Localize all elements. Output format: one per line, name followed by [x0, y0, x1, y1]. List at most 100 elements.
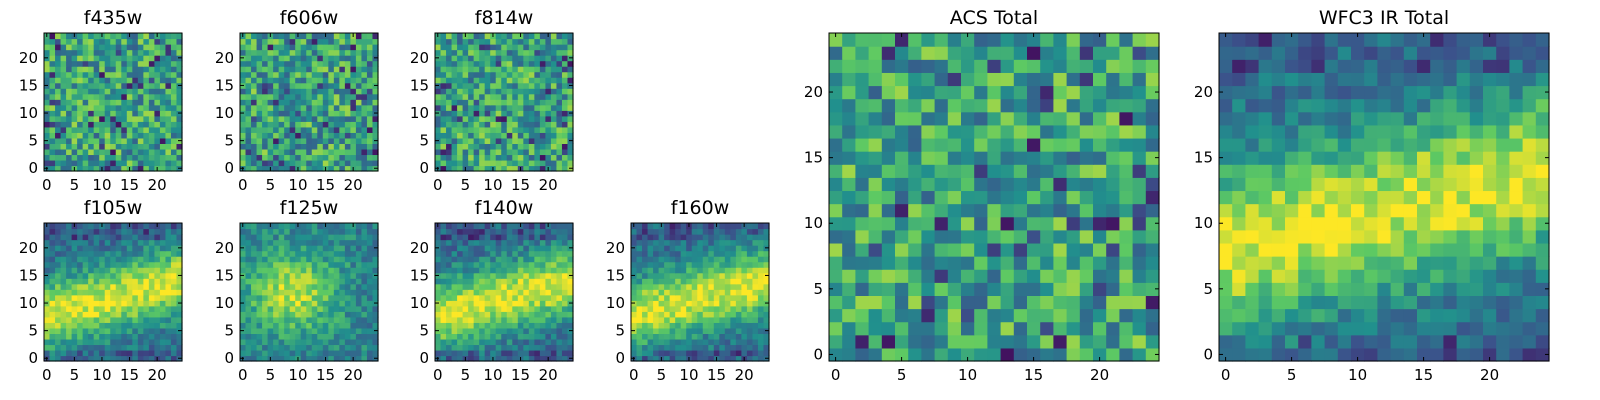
heatmap-cell: [631, 349, 638, 357]
heatmap-cell: [60, 49, 67, 56]
heatmap-cell: [669, 355, 676, 362]
heatmap-cell: [278, 223, 285, 230]
heatmap-cell: [567, 256, 574, 263]
heatmap-cell: [165, 283, 172, 290]
heatmap-cell: [55, 344, 62, 351]
heatmap-cell: [93, 355, 100, 362]
heatmap-cell: [126, 322, 133, 329]
heatmap-cell: [697, 305, 704, 312]
heatmap-cell: [539, 272, 546, 279]
heatmap-cell: [523, 77, 530, 84]
heatmap-cell: [1000, 151, 1015, 165]
heatmap-cell: [170, 272, 178, 279]
heatmap-cell: [974, 151, 988, 165]
heatmap-cell: [741, 228, 748, 235]
heatmap-cell: [567, 71, 574, 78]
heatmap-cell: [479, 71, 486, 78]
heatmap-cell: [115, 60, 122, 67]
heatmap-cell: [468, 154, 475, 161]
heatmap-cell: [77, 316, 84, 323]
heatmap-cell: [961, 321, 975, 336]
heatmap-cell: [82, 316, 89, 323]
heatmap-cell: [110, 223, 117, 230]
heatmap-cell: [642, 272, 649, 279]
heatmap-cell: [93, 88, 100, 95]
heatmap-cell: [251, 154, 258, 161]
heatmap-cell: [451, 121, 458, 128]
heatmap-cell: [126, 267, 133, 274]
heatmap-cell: [468, 261, 475, 268]
heatmap-cell: [895, 295, 909, 310]
heatmap-cell: [561, 278, 569, 285]
heatmap-cell: [934, 282, 949, 296]
heatmap-cell: [528, 60, 535, 67]
heatmap-cell: [328, 82, 335, 89]
heatmap-cell: [240, 349, 247, 357]
heatmap-cell: [289, 99, 296, 106]
heatmap-cell: [1106, 229, 1120, 244]
heatmap-cell: [730, 316, 737, 323]
heatmap-cell: [1119, 282, 1134, 296]
heatmap-cell: [240, 143, 247, 150]
heatmap-cell: [170, 245, 178, 252]
heatmap-cell: [462, 104, 469, 111]
heatmap-cell: [66, 66, 73, 73]
heatmap-cell: [278, 148, 285, 156]
heatmap-cell: [284, 239, 291, 246]
heatmap-cell: [501, 228, 508, 235]
heatmap-cell: [55, 228, 62, 235]
heatmap-cell: [446, 137, 453, 144]
heatmap-cell: [501, 55, 508, 62]
heatmap-cell: [110, 148, 117, 156]
heatmap-cell: [66, 60, 73, 67]
heatmap-cell: [55, 234, 62, 241]
heatmap-cell: [713, 245, 720, 252]
heatmap-cell: [451, 126, 458, 133]
heatmap-cell: [708, 349, 715, 357]
heatmap-cell: [245, 234, 252, 241]
heatmap-cell: [506, 93, 513, 100]
heatmap-cell: [273, 143, 280, 150]
heatmap-cell: [267, 256, 274, 263]
heatmap-cell: [658, 256, 665, 263]
heatmap-cell: [115, 115, 122, 122]
heatmap-cell: [724, 283, 731, 290]
heatmap-cell: [1132, 295, 1147, 310]
heatmap-cell: [752, 250, 759, 257]
heatmap-cell: [284, 77, 291, 84]
heatmap-cell: [567, 311, 574, 318]
heatmap-cell: [306, 165, 313, 172]
heatmap-cell: [273, 245, 280, 252]
heatmap-cell: [267, 126, 274, 133]
heatmap-cell: [350, 338, 357, 346]
heatmap-cell: [77, 234, 84, 241]
heatmap-cell: [435, 250, 442, 257]
heatmap-cell: [355, 267, 363, 274]
heatmap-cell: [289, 71, 296, 78]
heatmap-cell: [295, 278, 302, 285]
heatmap-cell: [506, 338, 513, 346]
heatmap-cell: [974, 216, 988, 231]
heatmap-cell: [99, 327, 106, 334]
heatmap-cell: [148, 294, 155, 301]
heatmap-cell: [256, 278, 263, 285]
heatmap-cell: [344, 239, 351, 246]
heatmap-cell: [55, 71, 62, 78]
heatmap-cell: [468, 44, 475, 51]
heatmap-cell: [697, 338, 704, 346]
heatmap-cell: [636, 300, 643, 307]
heatmap-cell: [350, 82, 357, 89]
heatmap-cell: [256, 33, 263, 40]
heatmap-cell: [556, 132, 563, 139]
heatmap-cell: [284, 305, 291, 312]
heatmap-cell: [245, 344, 252, 351]
heatmap-cell: [440, 234, 447, 241]
heatmap-cell: [462, 49, 469, 56]
heatmap-cell: [126, 278, 133, 285]
heatmap-cell: [143, 338, 150, 346]
heatmap-cell: [440, 60, 447, 67]
heatmap-cell: [99, 60, 106, 67]
heatmap-cell: [322, 126, 329, 133]
heatmap-cell: [251, 44, 258, 51]
